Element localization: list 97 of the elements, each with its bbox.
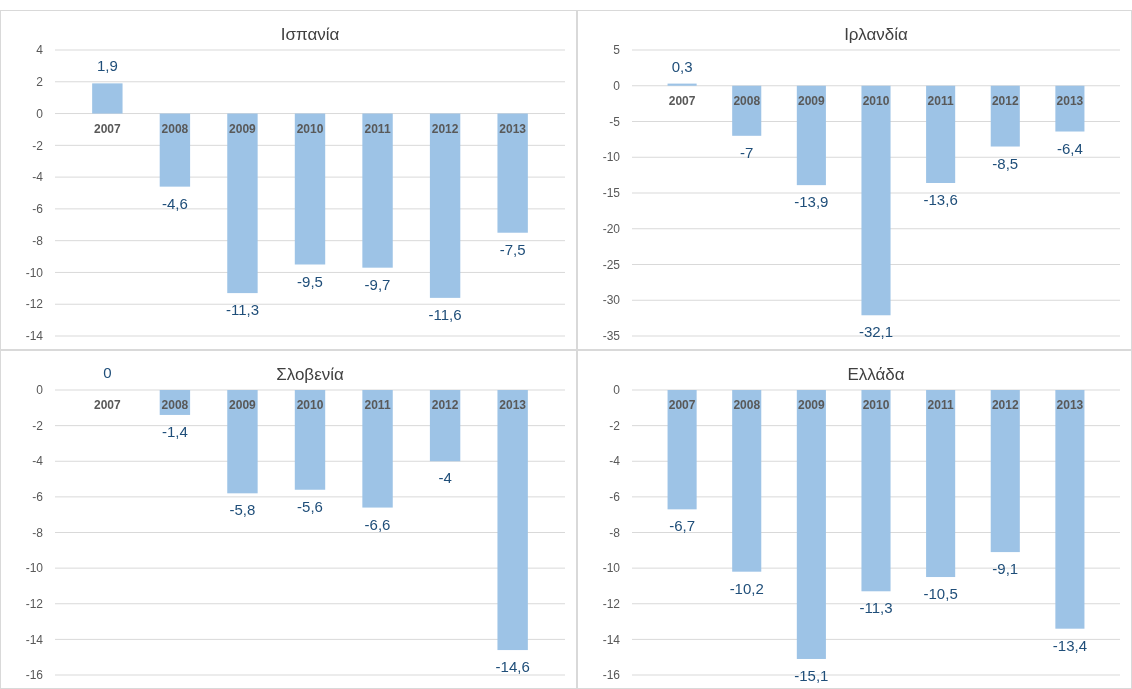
x-tick-label: 2009: [229, 398, 257, 412]
y-tick-label: 0: [613, 383, 621, 398]
x-tick-label: 2011: [364, 121, 391, 136]
data-label: -11,3: [859, 599, 893, 617]
y-tick-label: -10: [602, 150, 621, 165]
data-label: -9,7: [364, 275, 391, 293]
data-label: -5,6: [297, 497, 323, 515]
x-tick-label: 2008: [733, 93, 761, 108]
y-tick-label: -12: [25, 297, 44, 312]
x-tick-label: 2008: [733, 398, 761, 412]
y-tick-label: -2: [32, 138, 44, 153]
data-label: -9,1: [992, 560, 1019, 578]
y-tick-label: -20: [602, 221, 621, 236]
data-label: -6,6: [364, 515, 391, 533]
y-tick-label: -14: [25, 329, 44, 344]
y-tick-label: 4: [36, 43, 44, 58]
data-label: 0,3: [671, 57, 693, 75]
data-label: -10,2: [729, 579, 764, 597]
x-tick-label: 2007: [668, 93, 696, 108]
x-tick-label: 2009: [798, 93, 826, 108]
data-label: -14,6: [495, 658, 530, 676]
y-tick-label: -4: [32, 170, 44, 185]
y-tick-label: 0: [613, 78, 621, 93]
y-tick-label: -6: [32, 202, 44, 217]
x-tick-label: 2008: [161, 398, 189, 412]
x-tick-label: 2013: [1056, 93, 1084, 108]
y-tick-label: 0: [36, 106, 44, 121]
data-label: 1,9: [96, 57, 118, 75]
x-tick-label: 2011: [927, 93, 954, 108]
data-label: -4,6: [161, 194, 188, 212]
data-label: -6,4: [1056, 139, 1083, 157]
data-label: -9,5: [297, 272, 323, 290]
x-tick-label: 2011: [364, 398, 391, 412]
y-tick-label: -12: [602, 596, 621, 611]
chart-title: Ισπανία: [280, 25, 340, 44]
y-tick-label: -30: [602, 293, 621, 308]
y-tick-label: -4: [32, 454, 44, 469]
data-label: -11,6: [428, 305, 462, 323]
data-label: -4: [438, 469, 452, 487]
x-tick-label: 2011: [927, 398, 954, 412]
x-tick-label: 2007: [94, 398, 122, 412]
x-tick-label: 2009: [798, 398, 826, 412]
y-tick-label: -6: [32, 490, 44, 505]
y-tick-label: -16: [25, 668, 44, 683]
y-tick-label: -5: [609, 114, 621, 129]
y-tick-label: -14: [25, 632, 44, 647]
data-label: -1,4: [161, 422, 188, 440]
y-tick-label: -6: [609, 490, 621, 505]
data-label: -13,9: [794, 193, 829, 211]
y-tick-label: -25: [602, 257, 621, 272]
x-tick-label: 2012: [431, 398, 459, 412]
x-tick-label: 2007: [668, 398, 696, 412]
x-tick-label: 2013: [1056, 398, 1084, 412]
data-label: -8,5: [992, 154, 1019, 172]
data-label: -13,6: [923, 190, 958, 208]
chart-title: Ελλάδα: [847, 365, 905, 384]
x-tick-label: 2010: [296, 398, 324, 412]
y-tick-label: -15: [602, 186, 621, 201]
x-tick-label: 2013: [499, 398, 527, 412]
x-tick-label: 2013: [499, 121, 527, 136]
y-tick-label: -4: [609, 454, 621, 469]
y-tick-label: -10: [25, 265, 44, 280]
x-tick-label: 2010: [862, 93, 890, 108]
x-tick-label: 2009: [229, 121, 257, 136]
data-label: -32,1: [858, 323, 894, 341]
y-tick-label: -2: [32, 418, 44, 433]
x-tick-label: 2007: [94, 121, 122, 136]
y-tick-label: -8: [32, 233, 44, 248]
chart-title: Σλοβενία: [276, 365, 344, 384]
y-tick-label: -12: [25, 596, 44, 611]
x-tick-label: 2010: [862, 398, 890, 412]
x-tick-label: 2012: [991, 93, 1019, 108]
data-label: 0: [103, 364, 112, 381]
y-tick-label: -8: [609, 525, 621, 540]
y-tick-label: 0: [36, 383, 44, 398]
y-tick-label: -8: [32, 525, 44, 540]
data-label: -11,3: [225, 301, 259, 319]
y-tick-label: 2: [36, 74, 44, 89]
data-label: -15,1: [794, 666, 829, 684]
data-label: -13,4: [1052, 636, 1088, 654]
chart-title: Ιρλανδία: [844, 25, 909, 44]
y-tick-label: -10: [25, 561, 44, 576]
x-tick-label: 2012: [991, 398, 1019, 412]
data-label: -5,8: [229, 501, 256, 519]
data-label: -7: [740, 143, 754, 161]
data-label: -7,5: [499, 240, 526, 258]
y-tick-label: -10: [602, 561, 621, 576]
data-label: -10,5: [923, 585, 958, 603]
x-tick-label: 2010: [296, 121, 324, 136]
y-tick-label: -16: [602, 668, 621, 683]
y-tick-label: -2: [609, 418, 621, 433]
y-tick-label: -14: [602, 632, 621, 647]
x-tick-label: 2012: [431, 121, 459, 136]
y-tick-label: 5: [613, 43, 621, 58]
y-tick-label: -35: [602, 329, 621, 344]
x-tick-label: 2008: [161, 121, 189, 136]
data-label: -6,7: [669, 517, 696, 535]
